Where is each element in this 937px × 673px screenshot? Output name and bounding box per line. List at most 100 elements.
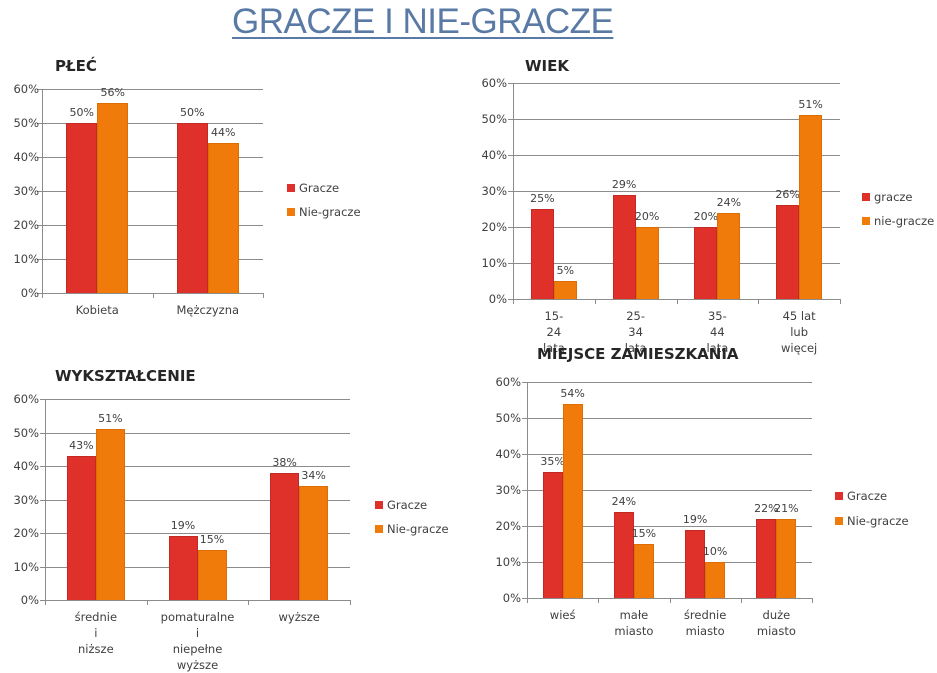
bar-gracze <box>531 209 554 299</box>
data-label: 44% <box>211 126 236 140</box>
x-category-label: 35-44 lata <box>706 308 728 356</box>
x-category-label-line: miasto <box>685 624 725 638</box>
y-tick-label: 60% <box>495 375 521 389</box>
legend-item-gracze[interactable]: gracze <box>862 190 913 204</box>
gridline <box>40 466 350 467</box>
y-axis <box>527 382 528 603</box>
data-label: 24% <box>716 195 742 209</box>
gridline <box>508 299 840 300</box>
x-category-label: pomaturalne i niepełne wyższe <box>161 609 235 673</box>
legend-swatch-icon <box>862 217 870 225</box>
chart-title: MIEJSCE ZAMIESZKANIA <box>537 345 739 363</box>
x-category-label-line: Mężczyzna <box>176 303 240 317</box>
x-category-label-line: 25-34 lata <box>624 309 647 355</box>
data-label: 54% <box>560 386 585 400</box>
data-label: 5% <box>556 264 575 277</box>
chart-title: WYKSZTAŁCENIE <box>55 367 196 385</box>
legend-label: Gracze <box>847 489 888 503</box>
data-label: 56% <box>100 85 125 99</box>
gridline <box>522 382 812 383</box>
y-tick-label: 30% <box>13 492 39 507</box>
x-category-label: wieś <box>550 607 576 623</box>
bar-nie-gracze <box>776 519 796 598</box>
y-axis <box>513 83 514 304</box>
legend-item-nie-gracze[interactable]: nie-gracze <box>862 214 934 228</box>
bar-gracze <box>66 123 97 293</box>
legend-item-gracze[interactable]: Gracze <box>287 181 339 195</box>
data-label: 35% <box>540 455 565 468</box>
gridline <box>522 526 812 527</box>
legend-swatch-icon <box>835 492 843 500</box>
data-label: 21% <box>774 501 799 515</box>
legend-item-gracze[interactable]: Gracze <box>835 489 887 503</box>
bar-gracze <box>543 472 563 598</box>
bar-gracze <box>613 195 636 299</box>
legend-item-nie-gracze[interactable]: Nie-gracze <box>375 522 449 536</box>
chart-title: PŁEĆ <box>55 57 97 75</box>
x-category-label: 45 lat lub więcej <box>781 308 817 356</box>
bar-gracze <box>177 123 208 293</box>
bar-nie-gracze <box>299 486 328 600</box>
data-label: 24% <box>611 494 637 508</box>
x-category-label-line: średnie <box>683 608 727 622</box>
x-tick-mark <box>670 598 671 603</box>
legend-item-nie-gracze[interactable]: Nie-gracze <box>835 514 909 528</box>
bar-gracze <box>685 530 705 598</box>
x-category-label: małe miasto <box>614 607 653 639</box>
x-category-label-line: 15-24 lata <box>542 309 565 355</box>
y-tick-label: 40% <box>13 459 39 473</box>
x-category-label-line: duże miasto <box>756 608 796 638</box>
gridline <box>508 263 840 264</box>
y-tick-label: 40% <box>481 148 507 162</box>
y-tick-label: 20% <box>13 218 39 232</box>
y-axis <box>42 89 43 298</box>
legend-label: Gracze <box>387 498 428 512</box>
bar-gracze <box>614 512 634 598</box>
x-category-label: średnie i niższe <box>75 609 117 657</box>
bar-nie-gracze <box>705 562 725 598</box>
x-tick-mark <box>758 299 759 304</box>
x-tick-mark <box>248 600 249 605</box>
legend-item-gracze[interactable]: Gracze <box>375 498 427 512</box>
bar-nie-gracze <box>634 544 654 598</box>
gridline <box>508 119 840 120</box>
y-tick-label: 0% <box>502 591 521 605</box>
data-label: 50% <box>69 106 94 119</box>
x-category-label: duże miasto <box>757 607 796 639</box>
data-label: 51% <box>98 412 123 426</box>
y-tick-label: 40% <box>495 447 521 461</box>
chart-title: WIEK <box>525 57 569 75</box>
y-tick-label: 60% <box>13 82 39 96</box>
x-category-label: Kobieta <box>76 302 119 318</box>
y-tick-label: 10% <box>13 559 39 574</box>
x-category-label-line: średnie i niższe <box>74 610 118 656</box>
bar-nie-gracze <box>717 213 740 299</box>
y-tick-label: 50% <box>495 411 521 425</box>
x-category-label: wyższe <box>278 609 319 625</box>
page-title: GRACZE I NIE-GRACZE <box>232 2 614 41</box>
legend-swatch-icon <box>375 501 383 509</box>
gridline <box>508 83 840 84</box>
x-category-label-line: Kobieta <box>75 303 119 317</box>
x-category-label-line: wyższe <box>278 610 320 624</box>
gridline <box>37 225 263 226</box>
legend-swatch-icon <box>862 193 870 201</box>
bar-nie-gracze <box>636 227 659 299</box>
bar-gracze <box>67 456 96 600</box>
x-tick-mark <box>263 293 264 298</box>
data-label: 19% <box>170 519 196 533</box>
data-label: 20% <box>693 210 719 223</box>
x-tick-mark <box>598 598 599 603</box>
legend-label: Gracze <box>299 181 340 195</box>
y-tick-label: 50% <box>13 425 39 440</box>
y-tick-label: 10% <box>495 555 521 569</box>
legend-item-nie-gracze[interactable]: Nie-gracze <box>287 205 361 219</box>
legend-label: gracze <box>874 190 913 204</box>
y-tick-label: 40% <box>13 150 39 164</box>
bar-nie-gracze <box>96 429 125 600</box>
y-tick-label: 30% <box>481 184 507 198</box>
gridline <box>37 157 263 158</box>
data-label: 34% <box>301 469 326 483</box>
x-tick-mark <box>840 299 841 304</box>
x-category-label: 15-24 lata <box>543 308 565 356</box>
